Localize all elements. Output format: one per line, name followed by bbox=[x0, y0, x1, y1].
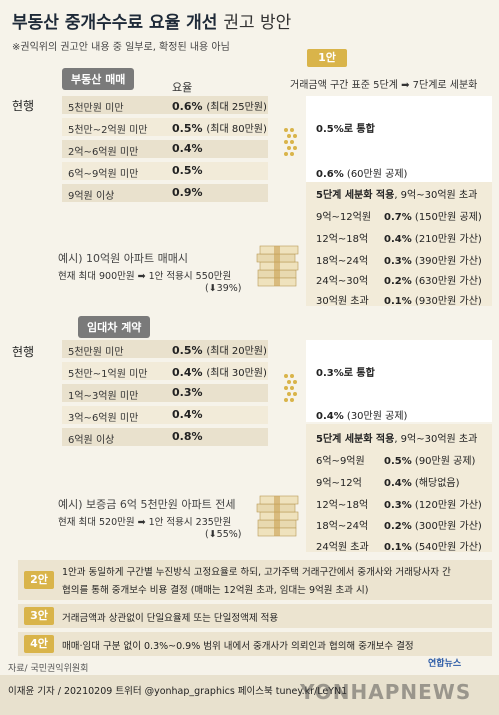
plan1-tiers-lease bbox=[306, 424, 492, 552]
lease-tier-4-rate: 0.2% (300만원 가산) bbox=[384, 521, 482, 532]
sale-tier-5: 30억원 초과 bbox=[316, 296, 369, 307]
lease-rate-4: 0.4% bbox=[172, 408, 203, 421]
sale-tier-2: 12억~18억 bbox=[316, 234, 369, 245]
plan4-badge: 4안 bbox=[24, 635, 54, 653]
lease-tier-1-rate: 0.5% (90만원 공제) bbox=[384, 456, 476, 467]
sale-example-line2: 현재 최대 900만원 ➡ 1안 적용시 550만원 bbox=[58, 271, 232, 282]
lease-plan1-merge: 0.3%로 통합 bbox=[316, 368, 375, 379]
plan1-panel-sale bbox=[306, 96, 492, 184]
sale-example-line3: (⬇39%) bbox=[205, 283, 242, 294]
sale-example-line1: 예시) 10억원 아파트 매매시 bbox=[58, 252, 188, 265]
title-light: 권고 방안 bbox=[223, 13, 292, 33]
money-stack-icon bbox=[256, 495, 299, 537]
plan1-panel-lease bbox=[306, 340, 492, 422]
connector-dots-icon bbox=[284, 128, 297, 156]
lease-rate-2: 0.4% (최대 30만원) bbox=[172, 366, 267, 379]
table-row bbox=[62, 362, 268, 380]
money-stack-icon bbox=[256, 245, 299, 287]
table-row bbox=[62, 140, 268, 158]
lease-rate-1: 0.5% (최대 20만원) bbox=[172, 344, 267, 357]
sale-range-5: 9억원 이상 bbox=[68, 191, 115, 202]
table-row bbox=[62, 96, 268, 114]
sale-tier-1: 9억~12억원 bbox=[316, 212, 372, 223]
section-title-lease: 임대차 계약 bbox=[78, 316, 151, 338]
sale-rate-2: 0.5% (최대 80만원) bbox=[172, 122, 267, 135]
rate-header-sale: 요율 bbox=[172, 81, 193, 94]
current-label-lease: 현행 bbox=[12, 345, 35, 359]
table-row bbox=[62, 406, 268, 424]
connector-dots-icon bbox=[284, 374, 297, 402]
lease-tier-3: 12억~18억 bbox=[316, 500, 369, 511]
plan4-row bbox=[18, 632, 492, 656]
sale-tier-2-rate: 0.4% (210만원 가산) bbox=[384, 234, 482, 245]
lease-tier-2: 9억~12억 bbox=[316, 478, 362, 489]
footer-bar bbox=[0, 675, 499, 715]
sale-tier-3-rate: 0.3% (390만원 가산) bbox=[384, 256, 482, 267]
lease-example-line2: 현재 최대 520만원 ➡ 1안 적용시 235만원 bbox=[58, 517, 232, 528]
sale-rate-3: 0.4% bbox=[172, 142, 203, 155]
table-row bbox=[62, 384, 268, 402]
lease-example-line3: (⬇55%) bbox=[205, 529, 242, 540]
lease-range-2: 5천만~1억원 미만 bbox=[68, 369, 148, 380]
plan1-tiers-sale bbox=[306, 182, 492, 306]
plan2-row bbox=[18, 560, 492, 600]
plan3-text: 거래금액과 상관없이 단일요율제 또는 단일정액제 적용 bbox=[62, 613, 279, 624]
sale-plan1-rate06: 0.6% (60만원 공제) bbox=[316, 169, 408, 180]
lease-tier-3-rate: 0.3% (120만원 가산) bbox=[384, 500, 482, 511]
sale-tier-1-rate: 0.7% (150만원 공제) bbox=[384, 212, 482, 223]
table-row bbox=[62, 184, 268, 202]
page-title: 부동산 중개수수료 요율 개선 권고 방안 bbox=[12, 8, 291, 33]
lease-tier-1: 6억~9억원 bbox=[316, 456, 365, 467]
yonhap-logo: 연합뉴스 bbox=[428, 659, 462, 669]
lease-range-1: 5천만원 미만 bbox=[68, 347, 124, 358]
table-row bbox=[62, 428, 268, 446]
sale-rate-1: 0.6% (최대 25만원) bbox=[172, 100, 267, 113]
sale-tier-4: 24억~30억 bbox=[316, 276, 369, 287]
sale-range-3: 2억~6억원 미만 bbox=[68, 147, 139, 158]
sale-rate-5: 0.9% bbox=[172, 186, 203, 199]
sale-tier-4-rate: 0.2% (630만원 가산) bbox=[384, 276, 482, 287]
sale-range-4: 6억~9억원 미만 bbox=[68, 169, 139, 180]
lease-example-line1: 예시) 보증금 6억 5천만원 아파트 전세 bbox=[58, 498, 236, 511]
plan1-badge: 1안 bbox=[307, 49, 347, 67]
lease-plan1-rate04: 0.4% (30만원 공제) bbox=[316, 411, 408, 422]
section-title-sale: 부동산 매매 bbox=[62, 68, 135, 90]
plan2-text-line2: 협의를 통해 중개보수 비용 결정 (매매는 12억원 초과, 임대는 9억원 … bbox=[62, 585, 369, 596]
source-note: 자료/ 국민권익위원회 bbox=[8, 664, 89, 674]
table-row bbox=[62, 118, 268, 136]
plan2-text-line1: 1안과 동일하게 구간별 누진방식 고정요율로 하되, 고가주택 거래구간에서 … bbox=[62, 567, 451, 578]
plan3-row bbox=[18, 604, 492, 628]
table-row bbox=[62, 162, 268, 180]
credit-line: 이재윤 기자 / 20210209 트위터 @yonhap_graphics 페… bbox=[8, 686, 348, 697]
lease-tier-2-rate: 0.4% (해당없음) bbox=[384, 478, 460, 489]
lease-range-3: 1억~3억원 미만 bbox=[68, 391, 139, 402]
plan3-badge: 3안 bbox=[24, 607, 54, 625]
plan4-text: 매매·임대 구분 없이 0.3%~0.9% 범위 내에서 중개사가 의뢰인과 협… bbox=[62, 641, 414, 652]
watermark: YONHAPNEWS bbox=[300, 680, 472, 704]
title-bold: 부동산 중개수수료 요율 개선 bbox=[12, 13, 218, 33]
sale-range-2: 5천만~2억원 미만 bbox=[68, 125, 148, 136]
sale-rate-4: 0.5% bbox=[172, 164, 203, 177]
table-row bbox=[62, 340, 268, 358]
current-label-sale: 현행 bbox=[12, 99, 35, 113]
lease-range-5: 6억원 이상 bbox=[68, 435, 115, 446]
sale-plan1-merge: 0.5%로 통합 bbox=[316, 124, 375, 135]
lease-tier-head: 5단계 세분화 적용, 9억~30억원 초과 bbox=[316, 434, 478, 445]
lease-rate-5: 0.8% bbox=[172, 430, 203, 443]
sale-range-1: 5천만원 미만 bbox=[68, 103, 124, 114]
plan2-badge: 2안 bbox=[24, 571, 54, 589]
lease-tier-4: 18억~24억 bbox=[316, 521, 369, 532]
plan1-description: 거래금액 구간 표준 5단계 ➡ 7단계로 세분화 bbox=[290, 80, 478, 91]
lease-rate-3: 0.3% bbox=[172, 386, 203, 399]
sale-tier-5-rate: 0.1% (930만원 가산) bbox=[384, 296, 482, 307]
lease-tier-5: 24억원 초과 bbox=[316, 542, 369, 553]
subnote: ※권익위의 권고안 내용 중 일부로, 확정된 내용 아님 bbox=[12, 42, 230, 53]
sale-tier-3: 18억~24억 bbox=[316, 256, 369, 267]
lease-tier-5-rate: 0.1% (540만원 가산) bbox=[384, 542, 482, 553]
lease-range-4: 3억~6억원 미만 bbox=[68, 413, 139, 424]
sale-tier-head: 5단계 세분화 적용, 9억~30억원 초과 bbox=[316, 190, 478, 201]
